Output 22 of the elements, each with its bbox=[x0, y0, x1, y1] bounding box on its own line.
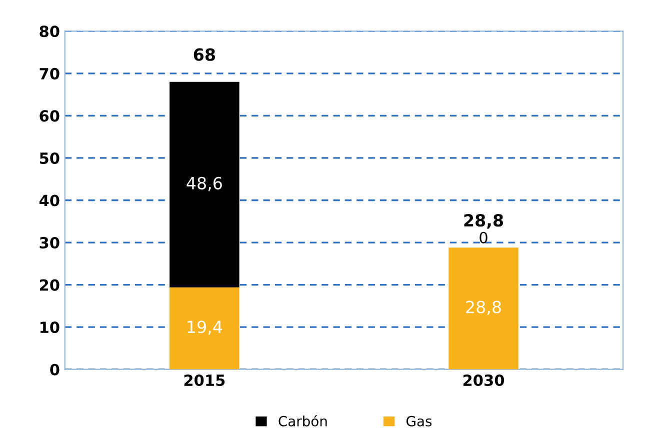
y-tick-label: 80 bbox=[40, 26, 60, 38]
y-tick-label: 50 bbox=[40, 152, 60, 164]
y-tick-label: 10 bbox=[40, 322, 60, 334]
bar bbox=[170, 82, 240, 288]
data-label: 19,4 bbox=[188, 320, 222, 335]
total-label: 68 bbox=[194, 48, 215, 61]
total-label: 28,8 bbox=[464, 214, 504, 229]
y-tick-label: 40 bbox=[39, 194, 60, 206]
data-label: 48,6 bbox=[186, 176, 222, 192]
data-label: 28,8 bbox=[466, 300, 501, 316]
bar bbox=[448, 248, 518, 370]
y-tick-label: 20 bbox=[40, 279, 60, 291]
legend-label: Carbón bbox=[278, 415, 327, 426]
x-tick-label: 2015 bbox=[184, 374, 225, 386]
y-tick-label: 30 bbox=[40, 236, 60, 249]
bar bbox=[170, 287, 240, 370]
y-tick-label: 70 bbox=[40, 68, 60, 80]
legend-label: Gas bbox=[406, 416, 432, 426]
y-tick-label: 60 bbox=[40, 110, 60, 122]
data-label: 0 bbox=[480, 232, 488, 244]
x-tick-label: 2030 bbox=[463, 374, 504, 386]
y-tick-label: 0 bbox=[50, 364, 60, 376]
